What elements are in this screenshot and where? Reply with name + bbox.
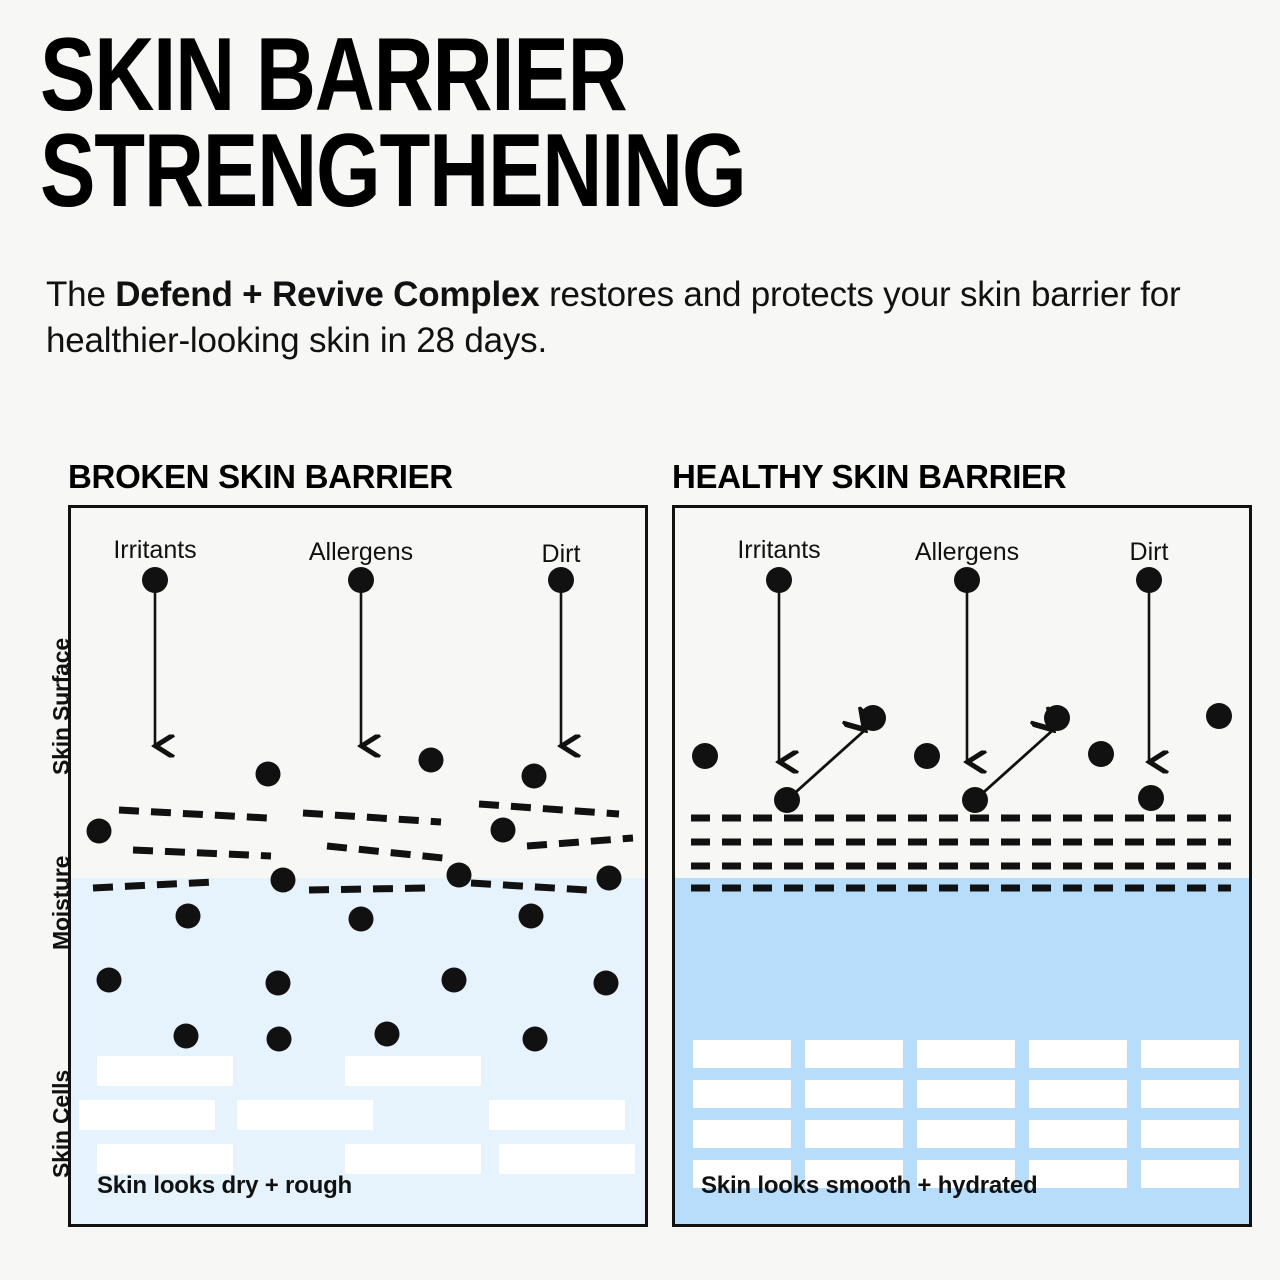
pollutant-dot [265, 970, 291, 996]
pollutant-dot [446, 862, 472, 888]
skin-cell [345, 1056, 481, 1086]
pollutant-dot [441, 967, 467, 993]
subtitle-prefix: The [46, 275, 116, 314]
skin-cell [1029, 1080, 1127, 1108]
pollutant-dot [593, 970, 619, 996]
incoming-arrows [779, 580, 1149, 762]
pollutant-dot [1136, 567, 1162, 593]
skin-cell [805, 1080, 903, 1108]
pollutant-dot [348, 906, 374, 932]
panel-caption-healthy: Skin looks smooth + hydrated [701, 1172, 1038, 1199]
pollutant-dot [490, 817, 516, 843]
skin-cell [1141, 1160, 1239, 1188]
pollutant-dot [1138, 785, 1164, 811]
skin-cell [97, 1056, 233, 1086]
skin-cell [693, 1040, 791, 1068]
skin-cell [1029, 1040, 1127, 1068]
skin-cell [805, 1040, 903, 1068]
deflection-arrows [786, 730, 1053, 802]
skin-cell [237, 1100, 373, 1130]
pollutant-dot [521, 763, 547, 789]
pollutant-dot [860, 705, 886, 731]
panel-broken-skin-barrier: Irritants Allergens Dirt [68, 505, 648, 1227]
skin-cell [499, 1144, 635, 1174]
pollutant-dot [96, 967, 122, 993]
pollutant-dot [954, 567, 980, 593]
skin-cell [1141, 1120, 1239, 1148]
intact-barrier-lines [691, 814, 1231, 892]
pollutant-dot [596, 865, 622, 891]
column-label-allergens: Allergens [308, 538, 414, 566]
pollutant-dot [418, 747, 444, 773]
subtitle: The Defend + Revive Complex restores and… [46, 272, 1206, 363]
pollutant-dot [173, 1023, 199, 1049]
subtitle-highlight: Defend + Revive Complex [115, 275, 540, 314]
skin-cell [693, 1080, 791, 1108]
pollutant-dot [548, 567, 574, 593]
pollutant-dot [962, 787, 988, 813]
pollutant-dot [1044, 705, 1070, 731]
skin-cell [79, 1100, 215, 1130]
pollutant-dot [374, 1021, 400, 1047]
skin-cell [1141, 1040, 1239, 1068]
penetration-arrows [155, 580, 561, 746]
skin-cell [1029, 1120, 1127, 1148]
pollutant-dot [518, 903, 544, 929]
panel-title-healthy: HEALTHY SKIN BARRIER [672, 458, 1067, 495]
title-line-1: SKIN BARRIER [40, 17, 628, 133]
skin-cell [97, 1144, 233, 1174]
pollutant-dot [255, 761, 281, 787]
skin-cell [1141, 1080, 1239, 1108]
pollutant-dot [766, 567, 792, 593]
subtitle-suffix: restores and protects your skin barrier … [46, 275, 1181, 360]
pollutant-dot [1206, 703, 1232, 729]
pollutant-dot [270, 867, 296, 893]
column-label-irritants: Irritants [113, 536, 197, 564]
skin-cell [917, 1120, 1015, 1148]
skin-cell [489, 1100, 625, 1130]
pollutant-dot [692, 743, 718, 769]
pollutant-dot [774, 787, 800, 813]
skin-cell [917, 1080, 1015, 1108]
pollutant-dot [914, 743, 940, 769]
pollutant-dot [266, 1026, 292, 1052]
panel-healthy-skin-barrier: Irritants Allergens Dirt [672, 505, 1252, 1227]
skin-cell [917, 1160, 1015, 1188]
healthy-barrier-diagram [691, 580, 1231, 892]
column-label-irritants: Irritants [737, 536, 821, 564]
skin-cell [345, 1144, 481, 1174]
skin-cell [917, 1040, 1015, 1068]
broken-barrier-diagram [92, 580, 634, 894]
pollutant-dot [86, 818, 112, 844]
skin-cell [693, 1160, 791, 1188]
pollutant-dot [142, 567, 168, 593]
pollutant-dot [348, 567, 374, 593]
pollutant-dot [522, 1026, 548, 1052]
pollutant-dot [1088, 741, 1114, 767]
skin-cell [1029, 1160, 1127, 1188]
skin-cell [805, 1160, 903, 1188]
skin-cell [805, 1120, 903, 1148]
column-label-dirt: Dirt [1129, 538, 1169, 566]
pollutant-dot [175, 903, 201, 929]
column-label-allergens: Allergens [914, 538, 1020, 566]
title-line-2: STRENGTHENING [40, 112, 747, 229]
panel-title-broken: BROKEN SKIN BARRIER [68, 458, 453, 495]
column-label-dirt: Dirt [541, 540, 581, 568]
page-title: SKIN BARRIER STRENGTHENING [40, 17, 1140, 229]
panel-caption-broken: Skin looks dry + rough [97, 1172, 352, 1199]
fragmented-barrier-lines [92, 800, 634, 894]
skin-cell [693, 1120, 791, 1148]
